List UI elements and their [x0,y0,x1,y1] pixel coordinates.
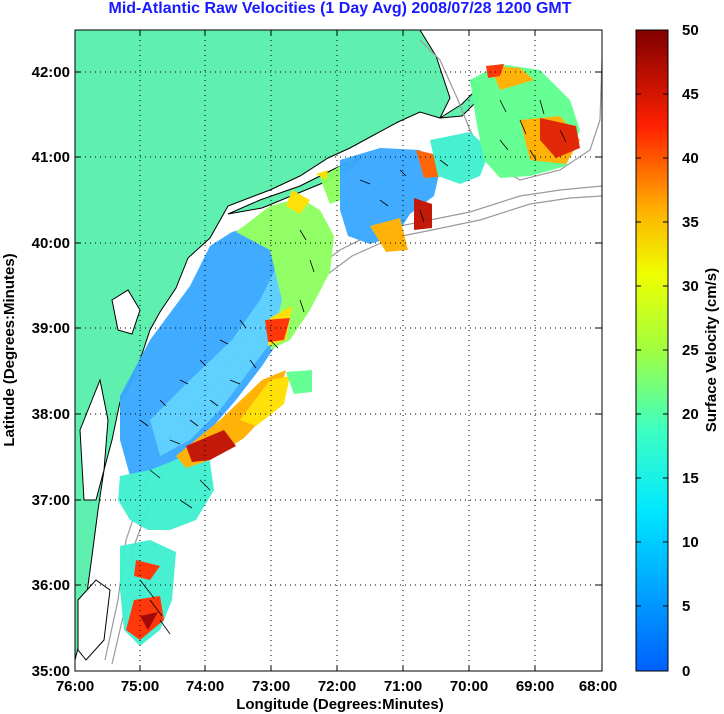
colorbar-tick-label: 40 [682,150,699,167]
y-tick-label: 40:00 [32,235,70,252]
pamlico-sound [77,579,111,661]
x-axis-label: Longitude (Degrees:Minutes) [236,696,444,713]
colorbar-tick-label: 25 [682,342,699,359]
colorbar-tick-label: 50 [682,22,699,39]
grid-lines [75,30,602,671]
y-axis-label: Latitude (Degrees:Minutes) [1,253,18,446]
x-tick-label: 76:00 [56,678,94,695]
y-tick-label: 35:00 [32,663,70,680]
colorbar-tick-label: 15 [682,470,699,487]
plot-frame [74,29,603,672]
y-tick-label: 37:00 [32,492,70,509]
x-tick-label: 70:00 [450,678,488,695]
land-mass [75,30,451,661]
x-tick-label: 69:00 [516,678,554,695]
colorbar-tick-label: 5 [682,598,690,615]
x-tick-labels: 76:00 75:00 74:00 73:00 72:00 71:00 70:0… [56,678,617,695]
colorbar-tick-label: 30 [682,278,699,295]
y-tick-labels: 42:00 41:00 40:00 39:00 38:00 37:00 36:0… [32,64,70,680]
x-tick-label: 71:00 [384,678,422,695]
colorbar [635,29,669,672]
colorbar-label: Surface Velocity (cm/s) [703,268,720,432]
x-tick-label: 74:00 [186,678,224,695]
x-tick-label: 72:00 [318,678,356,695]
colorbar-tick-labels: 50 45 40 35 30 25 20 15 10 5 0 [682,22,699,680]
x-tick-label: 75:00 [121,678,159,695]
y-tick-label: 39:00 [32,320,70,337]
velocity-field [118,64,580,646]
y-tick-label: 38:00 [32,406,70,423]
colorbar-tick-label: 35 [682,214,699,231]
colorbar-tick-label: 0 [682,663,690,680]
y-tick-label: 42:00 [32,64,70,81]
y-tick-label: 36:00 [32,577,70,594]
tick-marks [75,30,602,671]
delaware-bay [111,289,141,335]
y-tick-label: 41:00 [32,149,70,166]
x-tick-label: 73:00 [252,678,290,695]
colorbar-tick-label: 20 [682,406,699,423]
colorbar-tick-label: 10 [682,534,699,551]
colorbar-ticks [636,93,668,607]
map-title: Mid-Atlantic Raw Velocities (1 Day Avg) … [108,0,572,17]
colorbar-tick-label: 45 [682,86,699,103]
x-tick-label: 68:00 [579,678,617,695]
